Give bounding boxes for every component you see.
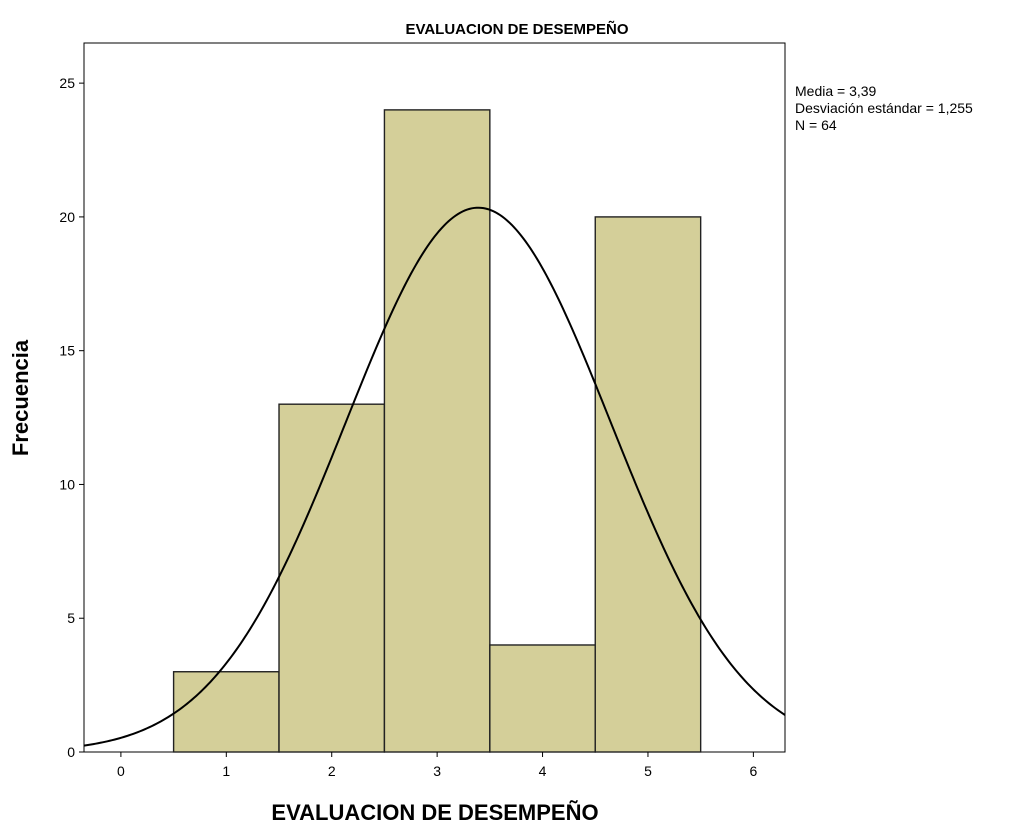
chart-title: EVALUACION DE DESEMPEÑO <box>405 20 628 38</box>
x-axis-title: EVALUACION DE DESEMPEÑO <box>271 800 598 825</box>
x-tick-label-3: 3 <box>433 763 441 779</box>
y-tick-label-20: 20 <box>59 209 75 225</box>
histogram-bar-5 <box>594 216 702 753</box>
x-tick-label-4: 4 <box>539 763 547 779</box>
x-tick-label-0: 0 <box>117 763 125 779</box>
stat-n: N = 64 <box>795 117 837 133</box>
x-tick-label-1: 1 <box>222 763 230 779</box>
stat-sd: Desviación estándar = 1,255 <box>795 100 973 116</box>
y-tick-label-15: 15 <box>59 343 75 359</box>
y-tick-label-10: 10 <box>59 476 75 492</box>
x-axis: 0 1 2 3 4 5 6 <box>117 752 757 779</box>
stats-box: Media = 3,39 Desviación estándar = 1,255… <box>795 83 973 133</box>
x-tick-label-6: 6 <box>749 763 757 779</box>
y-tick-label-5: 5 <box>67 610 75 626</box>
histogram-bar-2 <box>278 403 386 753</box>
x-tick-label-2: 2 <box>328 763 336 779</box>
stat-mean: Media = 3,39 <box>795 83 877 99</box>
y-axis-title: Frecuencia <box>8 339 33 456</box>
normal-curve <box>83 206 786 747</box>
y-axis: 0 5 10 15 20 25 <box>59 75 84 760</box>
histogram-bar-4 <box>489 644 596 753</box>
histogram-bar-3 <box>383 109 491 753</box>
histogram-bar-1 <box>172 671 280 753</box>
y-tick-label-25: 25 <box>59 75 75 91</box>
bars-group <box>172 109 702 753</box>
x-tick-label-5: 5 <box>644 763 652 779</box>
y-tick-label-0: 0 <box>67 744 75 760</box>
